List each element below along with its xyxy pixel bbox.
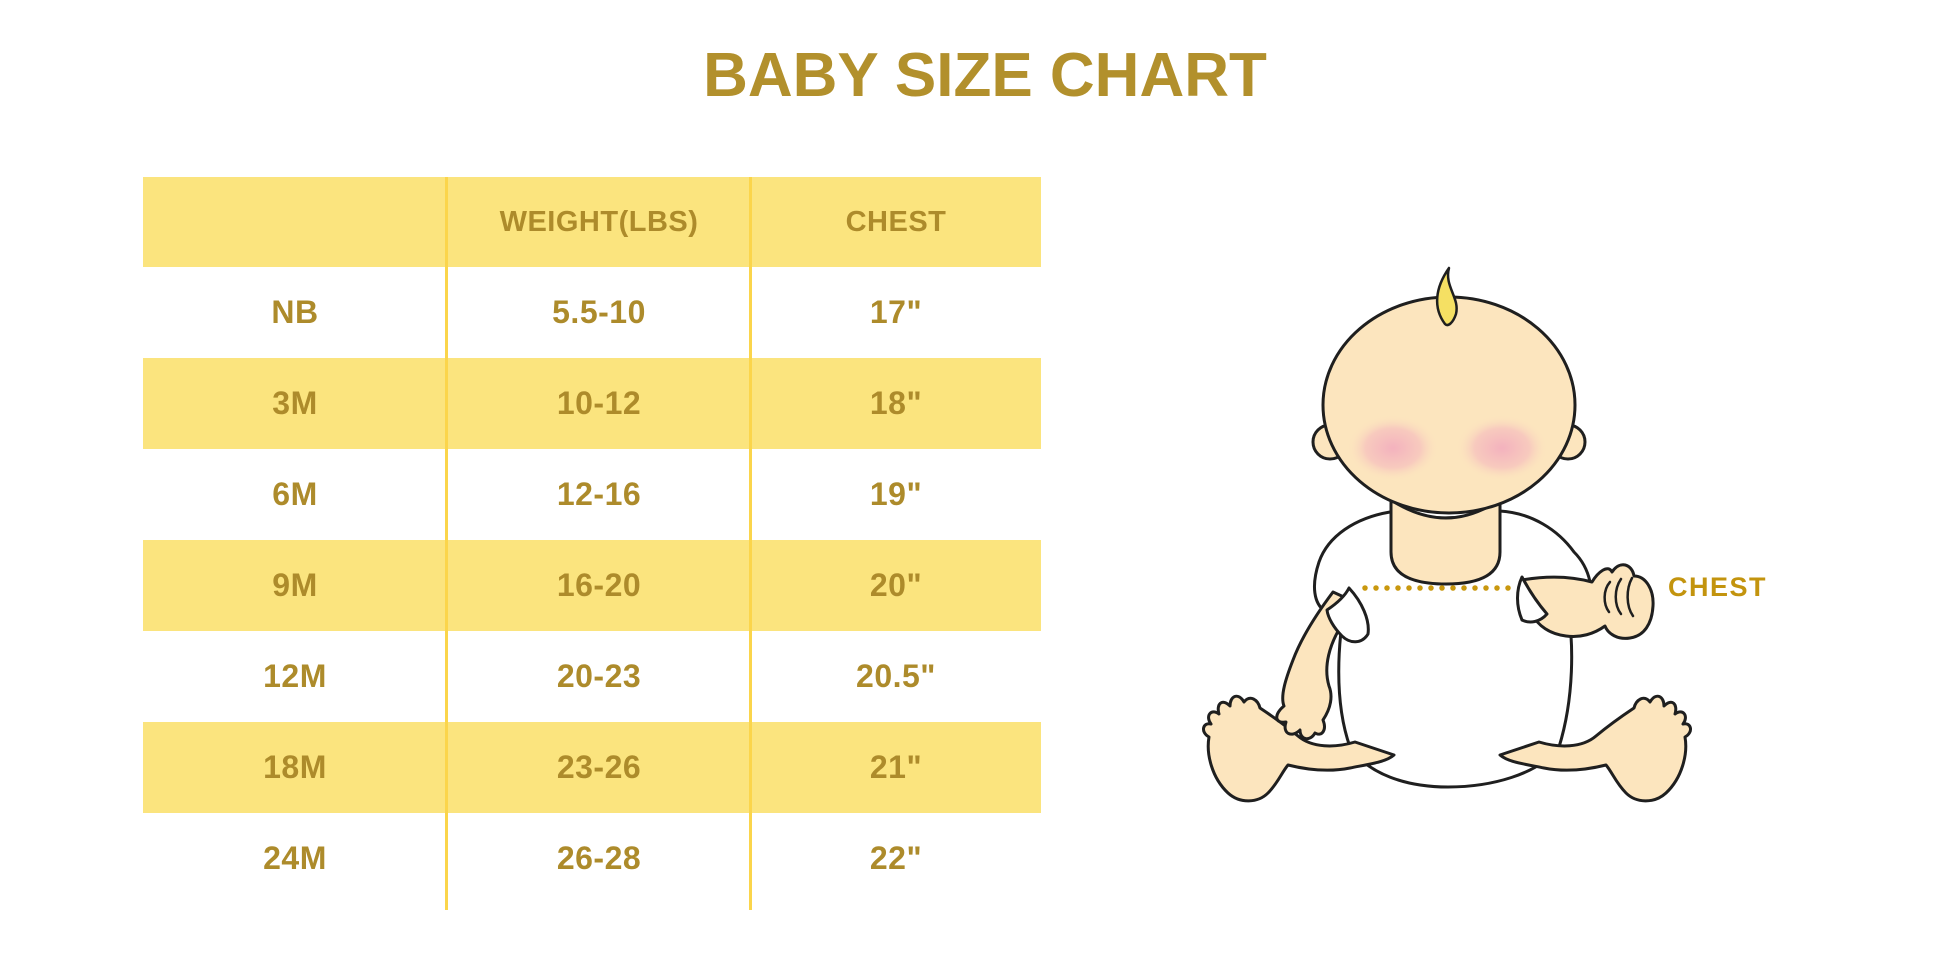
table-row: 6M 12-16 19" [143,449,1041,540]
weight-cell: 12-16 [556,476,642,512]
table-row: 12M 20-23 20.5" [143,631,1041,722]
chest-cell: 19" [869,476,923,512]
baby-illustration-svg [1202,266,1692,803]
size-table: WEIGHT(LBS) CHEST NB 5.5-10 17" 3M 10-12… [143,177,1041,910]
size-cell: 9M [272,567,318,603]
header-cell-size [143,177,447,267]
baby-neck [1389,498,1502,586]
weight-cell: 16-20 [556,567,642,603]
baby-arm-left [1275,590,1349,741]
baby-leg-right [1498,694,1692,803]
baby-sleeve-left [1325,586,1370,644]
table-row: NB 5.5-10 17" [143,267,1041,358]
baby-head [1321,295,1577,515]
size-cell: 6M [272,476,318,512]
baby-sleeve-right [1516,575,1549,624]
size-cell: NB [271,294,319,330]
chest-cell: 18" [869,385,923,421]
baby-illustration [1150,250,1850,860]
weight-cell: 5.5-10 [552,294,646,330]
chest-cell: 17" [869,294,923,330]
size-cell: 12M [263,658,327,694]
table-header-row: WEIGHT(LBS) CHEST [143,177,1041,267]
baby-hair-tuft [1435,266,1458,327]
chest-cell: 21" [869,749,923,785]
column-divider [445,177,448,910]
table-row: 9M 16-20 20" [143,540,1041,631]
baby-arm-right [1520,563,1655,640]
size-cell: 18M [263,749,327,785]
baby-leg-left [1202,694,1396,803]
weight-cell: 10-12 [556,385,642,421]
page-title: BABY SIZE CHART [703,41,1267,110]
chest-cell: 22" [869,840,923,876]
baby-fist-finger-lines [1603,576,1635,618]
chest-cell: 20.5" [856,658,936,694]
column-divider [749,177,752,910]
chest-annotation-label: CHEST [1668,572,1768,602]
weight-cell: 26-28 [556,840,642,876]
size-cell: 24M [263,840,327,876]
table-row: 3M 10-12 18" [143,358,1041,449]
size-cell: 3M [272,385,318,421]
chest-cell: 20" [869,567,923,603]
weight-cell: 20-23 [556,658,642,694]
table-row: 24M 26-28 22" [143,813,1041,904]
header-cell-weight: WEIGHT(LBS) [499,205,699,238]
table-row: 18M 23-26 21" [143,722,1041,813]
header-cell-chest: CHEST [845,205,947,238]
weight-cell: 23-26 [556,749,642,785]
baby-blush-left [1347,415,1439,481]
baby-blush-right [1456,415,1548,481]
